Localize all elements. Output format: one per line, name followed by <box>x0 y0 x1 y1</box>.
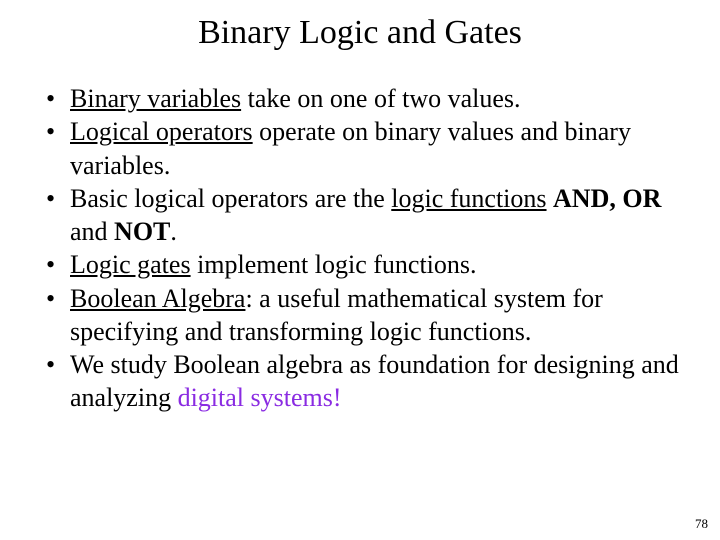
slide-title: Binary Logic and Gates <box>0 0 720 82</box>
text-segment: take on one of two values. <box>241 84 520 113</box>
text-segment: Basic logical operators are the <box>70 184 391 213</box>
bullet-item: Boolean Algebra: a useful mathematical s… <box>46 282 680 349</box>
text-segment: Logic gates <box>70 250 191 279</box>
text-segment: Boolean Algebra <box>70 284 245 313</box>
bullet-item: We study Boolean algebra as foundation f… <box>46 348 680 415</box>
bullet-item: Logic gates implement logic functions. <box>46 248 680 281</box>
text-segment: . <box>170 217 177 246</box>
text-segment: AND, OR <box>553 184 661 213</box>
text-segment: and <box>70 217 114 246</box>
text-segment: logic functions <box>391 184 546 213</box>
text-segment: We study Boolean algebra as foundation f… <box>70 350 679 412</box>
slide-body: Binary variables take on one of two valu… <box>0 82 720 415</box>
bullet-item: Binary variables take on one of two valu… <box>46 82 680 115</box>
bullet-item: Basic logical operators are the logic fu… <box>46 182 680 249</box>
text-segment: implement logic functions. <box>191 250 477 279</box>
text-segment: NOT <box>114 217 170 246</box>
page-number: 78 <box>695 516 708 532</box>
slide: Binary Logic and Gates Binary variables … <box>0 0 720 540</box>
text-segment: digital systems! <box>178 383 342 412</box>
bullet-list: Binary variables take on one of two valu… <box>46 82 680 415</box>
bullet-item: Logical operators operate on binary valu… <box>46 115 680 182</box>
text-segment: Binary variables <box>70 84 241 113</box>
text-segment: Logical operators <box>70 117 253 146</box>
